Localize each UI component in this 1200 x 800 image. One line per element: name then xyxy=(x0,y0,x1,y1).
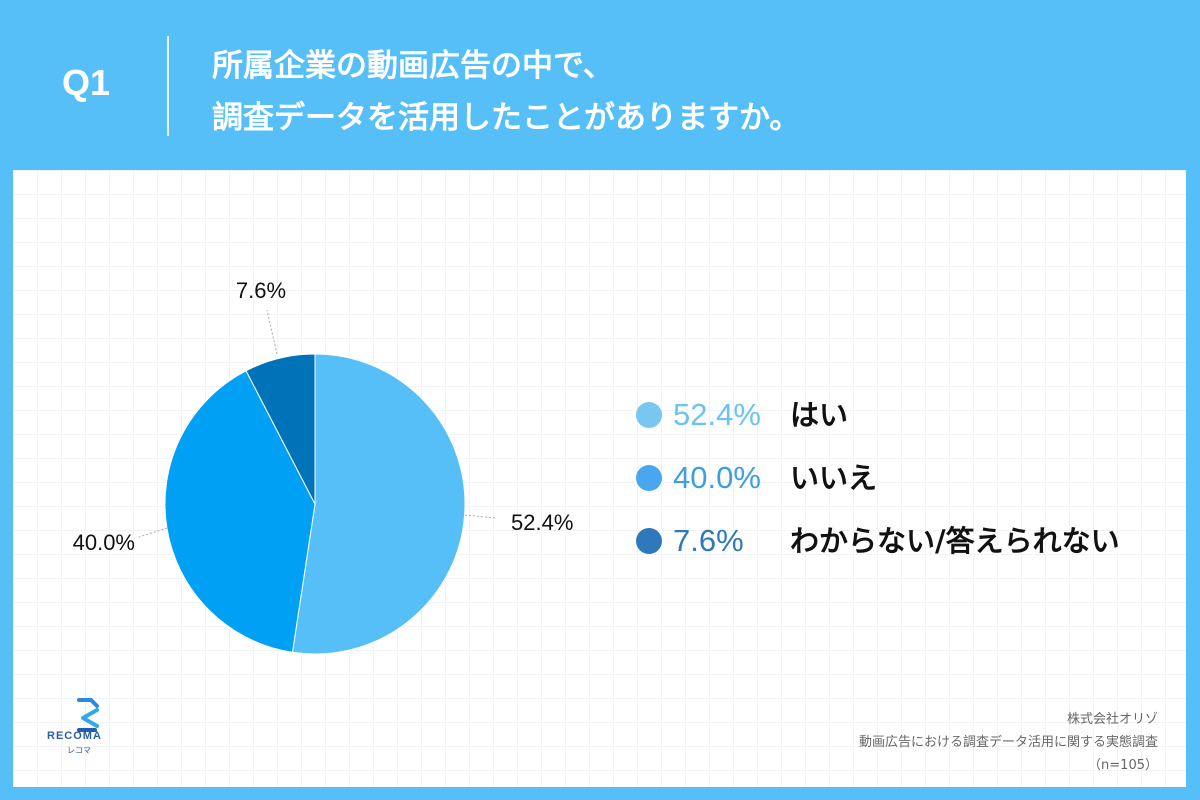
source-survey: 動画広告における調査データ活用に関する実態調査 xyxy=(858,735,1158,750)
logo-subtitle: レコマ xyxy=(67,746,91,755)
source-company: 株式会社オリゾ xyxy=(1066,712,1158,727)
legend-item-unknown: 7.6% わからない/答えられない xyxy=(633,521,1173,561)
logo-name: RECOMA xyxy=(47,730,102,742)
legend-item-no: 40.0% いいえ xyxy=(633,458,1173,498)
chart-panel: 52.4% 40.0% 7.6% 52.4% はい 40.0% いいえ 7.6% わ… xyxy=(13,170,1186,787)
pie-label-unknown: 7.6% xyxy=(236,278,286,303)
question-number: Q1 xyxy=(62,62,111,103)
legend-value-yes: 52.4% xyxy=(673,397,761,432)
leader-line-unknown xyxy=(266,309,278,355)
question-line-1: 所属企業の動画広告の中で、 xyxy=(212,48,614,84)
legend-label-unknown: わからない/答えられない xyxy=(790,524,1120,558)
leader-line-no xyxy=(138,527,168,538)
legend-item-yes: 52.4% はい xyxy=(633,395,1173,435)
question-line-2: 調査データを活用したことがありますか。 xyxy=(212,100,801,136)
legend-label-yes: はい xyxy=(790,398,849,432)
question-text: 所属企業の動画広告の中で、 調査データを活用したことがありますか。 xyxy=(212,40,800,144)
legend-dot-no xyxy=(636,465,662,491)
pie-slice-yes xyxy=(291,353,466,655)
legend-dot-yes xyxy=(636,402,662,428)
pie-label-yes: 52.4% xyxy=(511,510,573,535)
recoma-logo-icon xyxy=(77,698,99,732)
legend-value-no: 40.0% xyxy=(673,460,761,495)
header-divider xyxy=(167,36,169,136)
pie-slice-unknown xyxy=(245,353,316,505)
source-sample: （n=105） xyxy=(1088,758,1158,773)
legend-dot-unknown xyxy=(636,528,662,554)
pie-chart: 52.4% 40.0% 7.6% xyxy=(73,278,573,655)
header-bar: Q1 所属企業の動画広告の中で、 調査データを活用したことがありますか。 xyxy=(0,0,1200,168)
pie-label-no: 40.0% xyxy=(73,530,135,555)
source-note: 株式会社オリゾ 動画広告における調査データ活用に関する実態調査 （n=105） xyxy=(859,708,1158,777)
leader-line-yes xyxy=(464,514,496,519)
legend-label-no: いいえ xyxy=(790,461,878,495)
legend-value-unknown: 7.6% xyxy=(673,523,744,558)
